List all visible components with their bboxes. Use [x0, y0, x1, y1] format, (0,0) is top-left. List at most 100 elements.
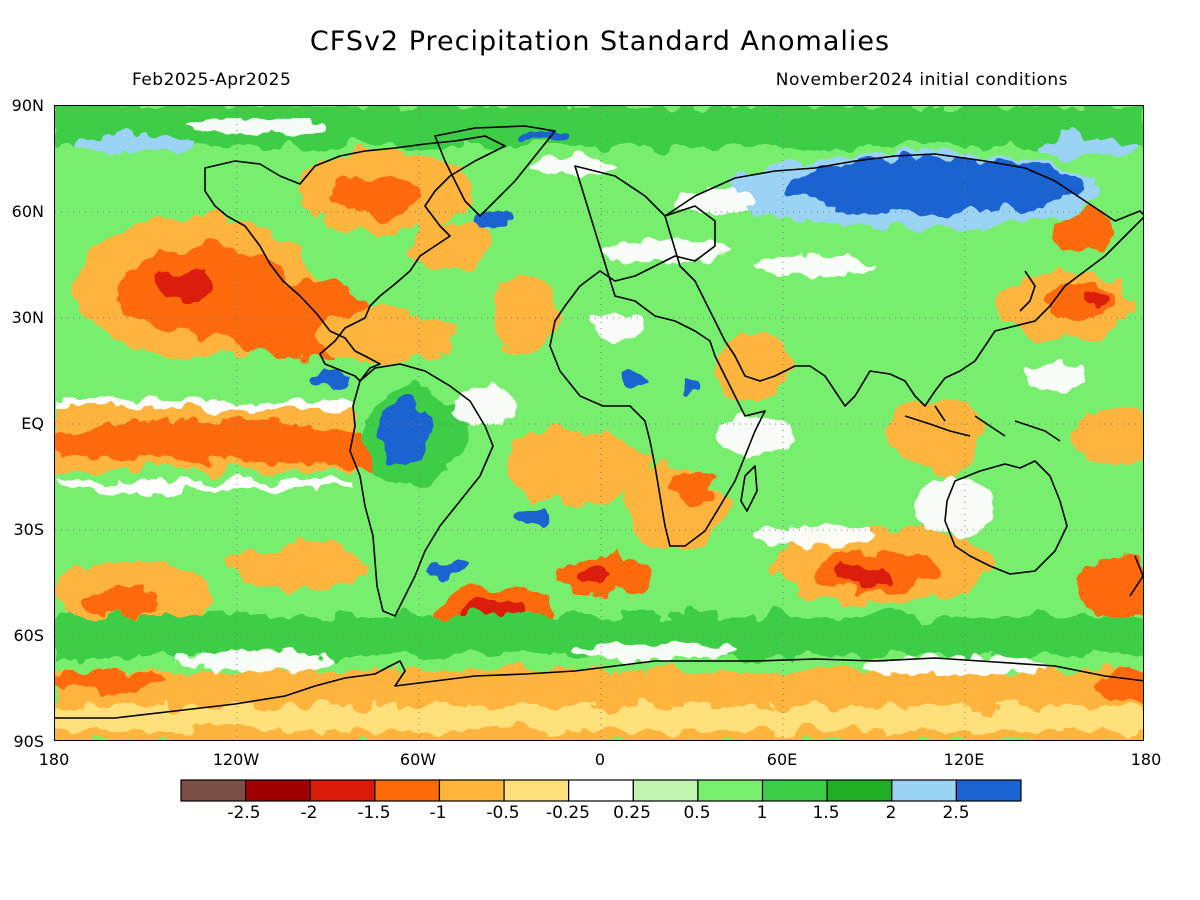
colorbar-label: -0.25 [546, 803, 590, 823]
neutral-patch [865, 656, 1045, 676]
dry-core [835, 566, 895, 586]
coastline-south-america [349, 363, 494, 617]
neutral-patch [175, 651, 335, 671]
antarctica-weak-dry [55, 706, 1143, 731]
coastline-japan [1019, 270, 1036, 312]
coastline-greenland [434, 125, 556, 217]
equatorial-pacific-dry-core [55, 419, 365, 463]
lon-label-120e: 120E [943, 750, 985, 769]
dry-core [85, 586, 165, 616]
neutral-patch [915, 476, 995, 536]
colorbar-swatch [245, 779, 311, 802]
neutral-patch [575, 643, 735, 659]
colorbar-swatch [309, 779, 376, 802]
dry-core [155, 270, 215, 302]
neutral-patch [605, 239, 725, 263]
wet-patch [680, 377, 700, 391]
amazon-wet-core [380, 401, 430, 461]
south-pacific-dry [225, 541, 365, 591]
anomaly-map [54, 105, 1144, 741]
dry-patch [1075, 556, 1143, 616]
colorbar-swatch [761, 779, 828, 802]
map-title: CFSv2 Precipitation Standard Anomalies [309, 26, 891, 57]
atlantic-equatorial-dry [505, 426, 645, 506]
colorbar-label: 2 [885, 803, 897, 823]
colorbar-swatch [568, 779, 634, 802]
wet-patch [512, 508, 548, 524]
colorbar-label: 1 [756, 803, 768, 823]
wet-patch [1035, 136, 1135, 156]
coastline-indonesia [904, 405, 1061, 442]
coastline-new-zealand [1129, 555, 1143, 597]
lon-label-120w: 120W [212, 750, 260, 769]
neutral-patch [1025, 361, 1085, 391]
arabia-dry [715, 331, 795, 401]
coastline-madagascar [740, 465, 758, 512]
colorbar-label: 1.5 [812, 803, 840, 823]
colorbar-label: 0.25 [613, 803, 651, 823]
colorbar-label: 0.5 [683, 803, 711, 823]
dry-core [673, 468, 717, 504]
lon-label-60w: 60W [399, 750, 437, 769]
colorbar-label: -0.5 [486, 803, 520, 823]
dry-patch [1055, 211, 1115, 251]
colorbar-swatch [374, 779, 441, 802]
coastline-europe-africa [549, 165, 766, 547]
colorbar-swatch [891, 779, 957, 802]
initial-conditions: November2024 initial conditions [775, 70, 1068, 90]
coastline-antarctica [55, 657, 1143, 719]
neutral-band [55, 481, 355, 491]
coastline-australia [944, 460, 1068, 575]
coastline-asia [664, 153, 1143, 407]
maritime-continent-dry [890, 396, 980, 476]
wet-patch [432, 561, 468, 575]
lon-label-180w: 180 [38, 750, 70, 769]
colorbar [180, 779, 1022, 802]
siberia-wet-core [785, 158, 1085, 214]
lat-label-eq: EQ [21, 414, 44, 433]
neutral-speckle [175, 118, 1085, 676]
canada-dry-core [330, 176, 420, 216]
neutral-patch [755, 526, 875, 546]
lon-label-180e: 180 [1130, 750, 1162, 769]
colorbar-label: -2 [300, 803, 318, 823]
colorbar-swatch [632, 779, 699, 802]
colorbar-label: -1.5 [357, 803, 391, 823]
wet-patch [620, 373, 650, 389]
lat-label-30n: 30N [11, 308, 44, 327]
neutral-band [55, 401, 355, 409]
coastline-north-america [204, 135, 506, 382]
neutral-patch [185, 118, 325, 134]
dry-core [575, 568, 615, 584]
anomaly-fields [55, 106, 1143, 740]
graticule [55, 106, 1143, 740]
lat-label-90n: 90N [11, 96, 44, 115]
colorbar-swatch [438, 779, 505, 802]
wet-patch [75, 134, 195, 154]
lon-label-60e: 60E [766, 750, 798, 769]
neutral-patch [455, 386, 515, 426]
atlantic-dry [410, 221, 490, 271]
dry-patch [55, 671, 165, 691]
anomaly-map-svg [55, 106, 1143, 740]
us-south-dry [315, 308, 455, 364]
neutral-patch [755, 256, 875, 276]
colorbar-swatch [180, 779, 247, 802]
wet-patch [520, 130, 570, 142]
colorbar-swatch [503, 779, 570, 802]
lat-label-60s: 60S [13, 626, 44, 645]
colorbar-label: -2.5 [227, 803, 261, 823]
atlantic-dry [495, 276, 555, 356]
lon-label-0: 0 [594, 750, 606, 769]
coastlines [55, 125, 1143, 719]
neutral-patch [675, 189, 755, 213]
colorbar-swatch [955, 779, 1022, 802]
lat-label-90s: 90S [13, 732, 44, 751]
neutral-patch [590, 311, 640, 341]
colorbar-swatch [826, 779, 893, 802]
colorbar-label: -1 [429, 803, 447, 823]
wet-patch [312, 371, 348, 391]
colorbar-label: 2.5 [942, 803, 970, 823]
dry-patch [1075, 406, 1143, 466]
dry-core [1045, 283, 1115, 319]
